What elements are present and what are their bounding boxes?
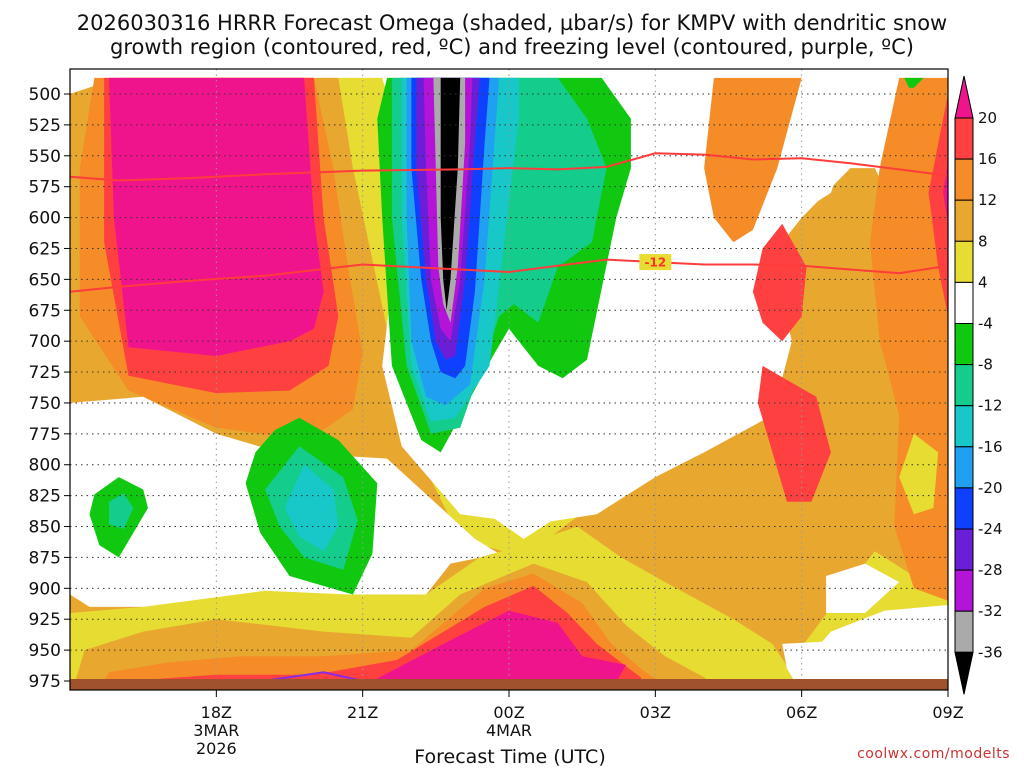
xtick-label-18Z: 18Z <box>201 703 232 722</box>
colorbar-box-c16 <box>954 117 974 160</box>
xtick-label-06Z: 06Z <box>786 703 817 722</box>
ytick-label-875: 875 <box>29 548 61 568</box>
ytick-label-575: 575 <box>29 178 61 198</box>
omega-region-c16-29 <box>757 365 831 502</box>
dgz-contour-0 <box>70 152 948 182</box>
ytick-label-525: 525 <box>29 116 61 136</box>
omega-region-m8-12 <box>109 493 134 529</box>
colorbar-box-m12 <box>954 405 974 448</box>
colorbar-label--4: -4 <box>978 315 993 333</box>
chart-title-line1: 2026030316 HRRR Forecast Omega (shaded, … <box>77 11 947 35</box>
colorbar-box-c12 <box>954 158 974 201</box>
dgz-contour-label: -12 <box>644 256 666 270</box>
contour-lines: -12 <box>70 152 948 690</box>
omega-region-c20-35 <box>1011 78 1024 588</box>
colorbar-box-c8 <box>954 199 974 242</box>
colorbar: 20 16 12 8 4 -4 -8 -12 -16 -20 -24 -28 -32 -36 <box>954 75 1003 695</box>
xtick-date-18Z: 3MAR <box>193 721 239 740</box>
omega-region-c20-32 <box>943 162 948 224</box>
ytick-label-900: 900 <box>29 579 61 599</box>
xtick-label-21Z: 21Z <box>347 703 378 722</box>
omega-region-c20-4 <box>109 77 324 357</box>
omega-region-c20-10 <box>213 610 627 690</box>
ytick-label-550: 550 <box>29 147 61 167</box>
colorbar-label-12: 12 <box>978 191 997 209</box>
colorbar-box-cw <box>954 281 974 324</box>
omega-region-cw-16 <box>382 77 792 525</box>
ytick-label-625: 625 <box>29 239 61 259</box>
omega-region-m4-38 <box>904 77 924 88</box>
omega-region-c16-28 <box>752 223 807 342</box>
colorbar-label-8: 8 <box>978 232 988 250</box>
xtick-date-00Z: 4MAR <box>486 721 532 740</box>
colorbar-box-m8 <box>954 364 974 407</box>
omega-region-m12-15 <box>284 464 339 552</box>
colorbar-label--12: -12 <box>978 397 1003 415</box>
ytick-label-600: 600 <box>29 209 61 229</box>
omega-region-c16-31 <box>928 94 948 317</box>
credit-text: coolwx.com/modelts <box>857 746 1010 762</box>
colorbar-label--20: -20 <box>978 479 1003 497</box>
ytick-label-725: 725 <box>29 363 61 383</box>
ytick-label-925: 925 <box>29 610 61 630</box>
chart-title-line2: growth region (contoured, red, ºC) and f… <box>110 35 914 59</box>
omega-region-cw-36 <box>782 640 948 690</box>
colorbar-label--28: -28 <box>978 561 1003 579</box>
colorbar-label-16: 16 <box>978 150 997 168</box>
colorbar-box-m16 <box>954 446 974 489</box>
y-axis: 500 525 550 575 600 625 650 675 700 725 750 775 800 8… <box>29 85 70 692</box>
colorbar-label-20: 20 <box>978 109 997 127</box>
colorbar-bottom-arrow <box>954 651 974 695</box>
colorbar-label--24: -24 <box>978 520 1003 538</box>
omega-shading <box>70 77 1024 690</box>
colorbar-box-m28 <box>954 569 974 612</box>
colorbar-label--16: -16 <box>978 438 1003 456</box>
colorbar-box-m20 <box>954 487 974 530</box>
omega-region-m36-26 <box>440 77 461 311</box>
omega-region-cw-17 <box>777 77 900 218</box>
colorbar-box-m4 <box>954 323 974 366</box>
ytick-label-850: 850 <box>29 518 61 538</box>
colorbar-box-m24 <box>954 528 974 571</box>
ytick-label-800: 800 <box>29 456 61 476</box>
xtick-label-00Z: 00Z <box>493 703 524 722</box>
xtick-label-09Z: 09Z <box>932 703 963 722</box>
colorbar-label-4: 4 <box>978 273 988 291</box>
ytick-label-675: 675 <box>29 301 61 321</box>
ytick-label-825: 825 <box>29 487 61 507</box>
omega-region-c4-33 <box>899 433 939 515</box>
ytick-label-975: 975 <box>29 672 61 692</box>
dgz-label-background <box>639 254 672 271</box>
xtick-year-18Z: 2026 <box>196 739 237 758</box>
ytick-label-950: 950 <box>29 641 61 661</box>
x-axis-label: Forecast Time (UTC) <box>414 746 605 768</box>
colorbar-box-c4 <box>954 240 974 283</box>
ytick-label-775: 775 <box>29 425 61 445</box>
ground-surface <box>70 679 948 690</box>
ytick-label-700: 700 <box>29 332 61 352</box>
xtick-label-03Z: 03Z <box>640 703 671 722</box>
colorbar-label--8: -8 <box>978 356 993 374</box>
colorbar-box-m32 <box>954 610 974 653</box>
colorbar-label--36: -36 <box>978 643 1003 661</box>
dgz-contour-1 <box>70 258 948 293</box>
ytick-label-750: 750 <box>29 394 61 414</box>
colorbar-label--32: -32 <box>978 602 1003 620</box>
colorbar-top-arrow <box>954 75 974 119</box>
ytick-label-500: 500 <box>29 85 61 105</box>
ytick-label-650: 650 <box>29 270 61 290</box>
